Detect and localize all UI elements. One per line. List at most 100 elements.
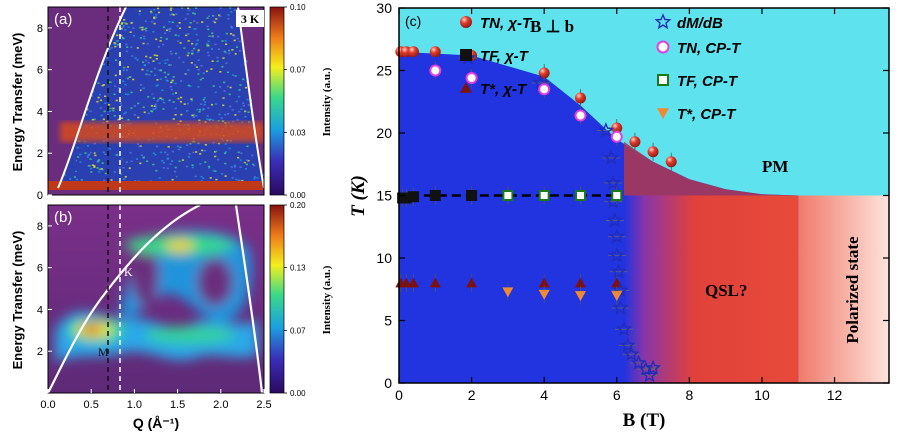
xtick-label: 2.5: [256, 399, 271, 411]
noise-pixel: [79, 153, 82, 156]
noise-pixel: [208, 35, 211, 37]
noise-pixel: [166, 80, 169, 82]
noise-pixel: [142, 106, 145, 109]
data-point: [630, 354, 647, 370]
noise-pixel: [113, 42, 116, 44]
noise-pixel: [169, 13, 172, 16]
noise-pixel: [199, 76, 202, 79]
panel-a-band: [60, 122, 264, 142]
noise-pixel: [129, 151, 132, 154]
noise-pixel: [108, 148, 111, 150]
noise-pixel: [170, 53, 173, 55]
noise-pixel: [179, 76, 182, 79]
noise-pixel: [116, 154, 119, 157]
noise-pixel: [154, 105, 158, 108]
noise-pixel: [89, 110, 92, 113]
noise-pixel: [216, 80, 219, 82]
annotation-k: K: [124, 265, 133, 279]
noise-pixel: [241, 68, 244, 71]
noise-pixel: [141, 167, 144, 170]
noise-pixel: [113, 115, 116, 117]
data-point: [610, 130, 623, 143]
noise-pixel: [168, 64, 171, 66]
noise-pixel: [214, 91, 217, 94]
noise-pixel: [156, 54, 159, 57]
noise-pixel: [190, 16, 194, 18]
noise-pixel: [164, 32, 167, 34]
noise-pixel: [169, 9, 172, 11]
region-qsl-top: [624, 141, 799, 196]
noise-pixel: [127, 75, 130, 78]
noise-pixel: [145, 82, 148, 85]
noise-pixel: [207, 40, 210, 43]
noise-pixel: [202, 146, 205, 149]
noise-pixel: [113, 93, 116, 96]
noise-pixel: [243, 98, 246, 100]
noise-pixel: [236, 8, 239, 11]
noise-pixel: [76, 146, 79, 149]
noise-pixel: [149, 56, 152, 59]
noise-pixel: [104, 153, 107, 156]
noise-pixel: [125, 23, 128, 25]
noise-pixel: [174, 92, 178, 94]
xtick-label: 1.5: [170, 399, 185, 411]
noise-pixel: [102, 84, 105, 86]
noise-pixel: [193, 33, 196, 36]
noise-pixel: [127, 119, 130, 121]
noise-pixel: [195, 66, 198, 68]
xtick-label: 0.5: [84, 399, 99, 411]
noise-pixel: [110, 179, 113, 181]
data-point: [574, 109, 587, 122]
noise-pixel: [187, 69, 190, 71]
noise-pixel: [170, 99, 173, 102]
noise-pixel: [148, 10, 151, 12]
colorbar-tick-label: 0.13: [290, 264, 306, 273]
noise-pixel: [97, 82, 100, 84]
noise-pixel: [107, 83, 110, 86]
noise-pixel: [256, 177, 259, 179]
panel-b-ylabel: Energy Transfer (meV): [10, 231, 25, 370]
noise-pixel: [224, 51, 227, 54]
noise-pixel: [208, 172, 211, 174]
noise-pixel: [111, 74, 114, 77]
panel-b-colorbar: [269, 204, 285, 394]
noise-pixel: [242, 78, 245, 81]
noise-pixel: [233, 166, 236, 168]
noise-pixel: [219, 162, 222, 165]
noise-pixel: [213, 72, 216, 74]
region-label-qsl: QSL?: [705, 281, 748, 300]
noise-pixel: [128, 167, 131, 169]
noise-pixel: [198, 170, 201, 172]
noise-pixel: [198, 83, 201, 85]
noise-pixel: [172, 76, 175, 78]
noise-pixel: [196, 42, 199, 45]
noise-pixel: [162, 73, 165, 76]
noise-pixel: [251, 154, 254, 157]
noise-pixel: [152, 94, 155, 96]
noise-pixel: [231, 49, 234, 51]
noise-pixel: [200, 61, 203, 64]
noise-pixel: [121, 26, 124, 29]
noise-pixel: [188, 44, 191, 46]
noise-pixel: [209, 118, 212, 121]
noise-pixel: [103, 110, 106, 113]
noise-pixel: [84, 152, 87, 154]
noise-pixel: [125, 43, 128, 46]
noise-pixel: [206, 43, 209, 46]
legend-marker: [460, 16, 472, 28]
noise-pixel: [242, 102, 245, 105]
noise-pixel: [147, 61, 150, 64]
noise-pixel: [149, 10, 152, 13]
xtick-label: 2.0: [213, 399, 228, 411]
noise-pixel: [171, 21, 174, 24]
noise-pixel: [179, 42, 182, 44]
noise-pixel: [127, 26, 130, 29]
noise-pixel: [150, 11, 153, 14]
noise-pixel: [221, 65, 224, 68]
noise-pixel: [143, 64, 146, 67]
noise-pixel: [170, 88, 173, 91]
noise-pixel: [161, 55, 164, 58]
noise-pixel: [115, 59, 118, 61]
noise-pixel: [223, 90, 226, 92]
noise-pixel: [227, 113, 230, 115]
